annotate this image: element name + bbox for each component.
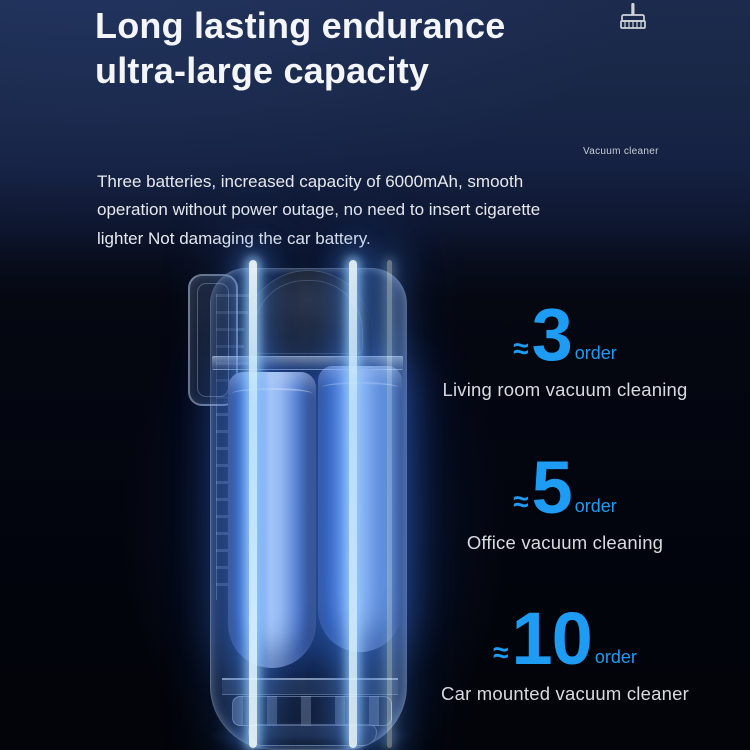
page-title: Long lasting endurance ultra-large capac… — [95, 4, 505, 93]
cleaning-brush-icon — [615, 2, 651, 36]
battery-cap-seam — [232, 388, 312, 399]
stat-label: Office vacuum cleaning — [466, 532, 664, 553]
divider-shelf — [212, 356, 403, 370]
base-bottom-cap — [248, 724, 377, 746]
bracket-inner-frame — [197, 283, 229, 397]
stat-unit: order — [574, 343, 617, 363]
title-line-2: ultra-large capacity — [95, 49, 430, 91]
light-beam-left — [249, 260, 257, 748]
title-line-1: Long lasting endurance — [95, 5, 506, 46]
battery-cap-seam — [322, 382, 398, 393]
battery-cell-left — [228, 372, 316, 668]
stat-car-mounted: ≈ 10 order Car mounted vacuum cleaner — [410, 597, 720, 705]
stat-office: ≈ 5 order Office vacuum cleaning — [410, 446, 720, 554]
battery-cell-right — [318, 366, 402, 652]
watermark-label: Vacuum cleaner — [583, 146, 659, 157]
stat-number: 10 — [511, 597, 593, 681]
stat-value-row: ≈ 5 order — [513, 446, 617, 530]
stat-label: Car mounted vacuum cleaner — [441, 683, 689, 704]
light-beam-center — [349, 260, 357, 748]
stat-label: Living room vacuum cleaning — [442, 379, 688, 400]
stat-living-room: ≈ 3 order Living room vacuum cleaning — [410, 293, 720, 401]
stat-value-row: ≈ 10 order — [493, 597, 637, 681]
stat-unit: order — [574, 496, 617, 516]
approx-symbol: ≈ — [513, 486, 529, 517]
description-text: Three batteries, increased capacity of 6… — [97, 172, 541, 248]
product-image-vacuum-cleaner — [120, 250, 510, 750]
approx-symbol: ≈ — [513, 333, 529, 364]
light-beam-right — [387, 260, 392, 748]
approx-symbol: ≈ — [493, 637, 509, 668]
stat-number: 3 — [531, 293, 573, 377]
stat-number: 5 — [531, 446, 573, 530]
motor-dome-inner-arch — [253, 280, 363, 354]
stat-unit: order — [594, 647, 637, 667]
stat-value-row: ≈ 3 order — [513, 293, 617, 377]
